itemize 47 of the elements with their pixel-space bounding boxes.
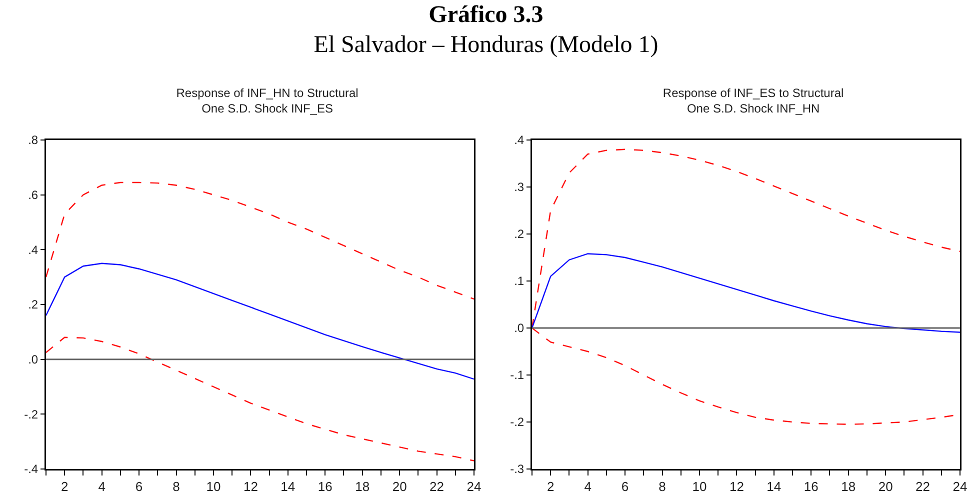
y-tick-label: .3 <box>514 180 524 194</box>
y-tick-label: .2 <box>514 227 524 242</box>
y-tick-label: -.2 <box>24 407 38 422</box>
y-tick-label: .4 <box>28 242 38 257</box>
x-tick-label: 2 <box>546 479 554 494</box>
y-tick-label: .2 <box>28 298 38 312</box>
y-tick-label: .1 <box>514 274 524 288</box>
x-tick-label: 2 <box>60 479 68 494</box>
text: Gráfico 3.3 <box>428 1 544 30</box>
y-tick-label: .4 <box>514 133 524 148</box>
x-tick-label: 24 <box>466 479 482 494</box>
y-tick-label: .6 <box>28 188 38 202</box>
x-tick-label: 4 <box>98 479 106 494</box>
text: El Salvador – Honduras (Modelo 1) <box>312 31 660 60</box>
line-series <box>532 253 960 333</box>
chart-title: Response of INF_HN to Structural One S.D. Shock INF_ES <box>176 86 358 116</box>
line-series <box>46 262 474 380</box>
x-tick-label: 22 <box>430 479 444 494</box>
x-tick-label: 16 <box>318 479 332 494</box>
chart-title: Response of INF_ES to Structural One S.D. Shock INF_HN <box>662 86 844 116</box>
y-tick-label: .0 <box>28 352 38 367</box>
x-tick-label: 4 <box>584 479 592 494</box>
y-tick-label: -.4 <box>24 462 38 476</box>
x-tick-label: 12 <box>729 479 744 494</box>
x-tick-label: 10 <box>692 479 707 494</box>
x-tick-label: 8 <box>172 479 180 494</box>
x-tick-label: 6 <box>621 479 629 494</box>
line-series <box>46 336 474 462</box>
x-tick-label: 16 <box>804 479 818 494</box>
x-tick-label: 6 <box>135 479 143 494</box>
x-tick-label: 12 <box>243 479 258 494</box>
x-tick-label: 14 <box>766 479 782 494</box>
x-tick-label: 22 <box>916 479 930 494</box>
y-tick-label: .8 <box>28 133 38 148</box>
x-tick-label: 24 <box>952 479 968 494</box>
x-tick-label: 8 <box>658 479 666 494</box>
line-series <box>46 182 474 300</box>
x-tick-label: 20 <box>878 479 893 494</box>
x-tick-label: 14 <box>280 479 296 494</box>
y-tick-label: -.2 <box>510 415 524 430</box>
y-tick-label: .0 <box>514 321 524 336</box>
y-tick-label: -.1 <box>510 368 524 382</box>
x-tick-label: 18 <box>355 479 370 494</box>
x-tick-label: 20 <box>392 479 407 494</box>
x-tick-label: 10 <box>206 479 221 494</box>
y-tick-label: -.3 <box>510 462 524 476</box>
x-tick-label: 18 <box>841 479 856 494</box>
